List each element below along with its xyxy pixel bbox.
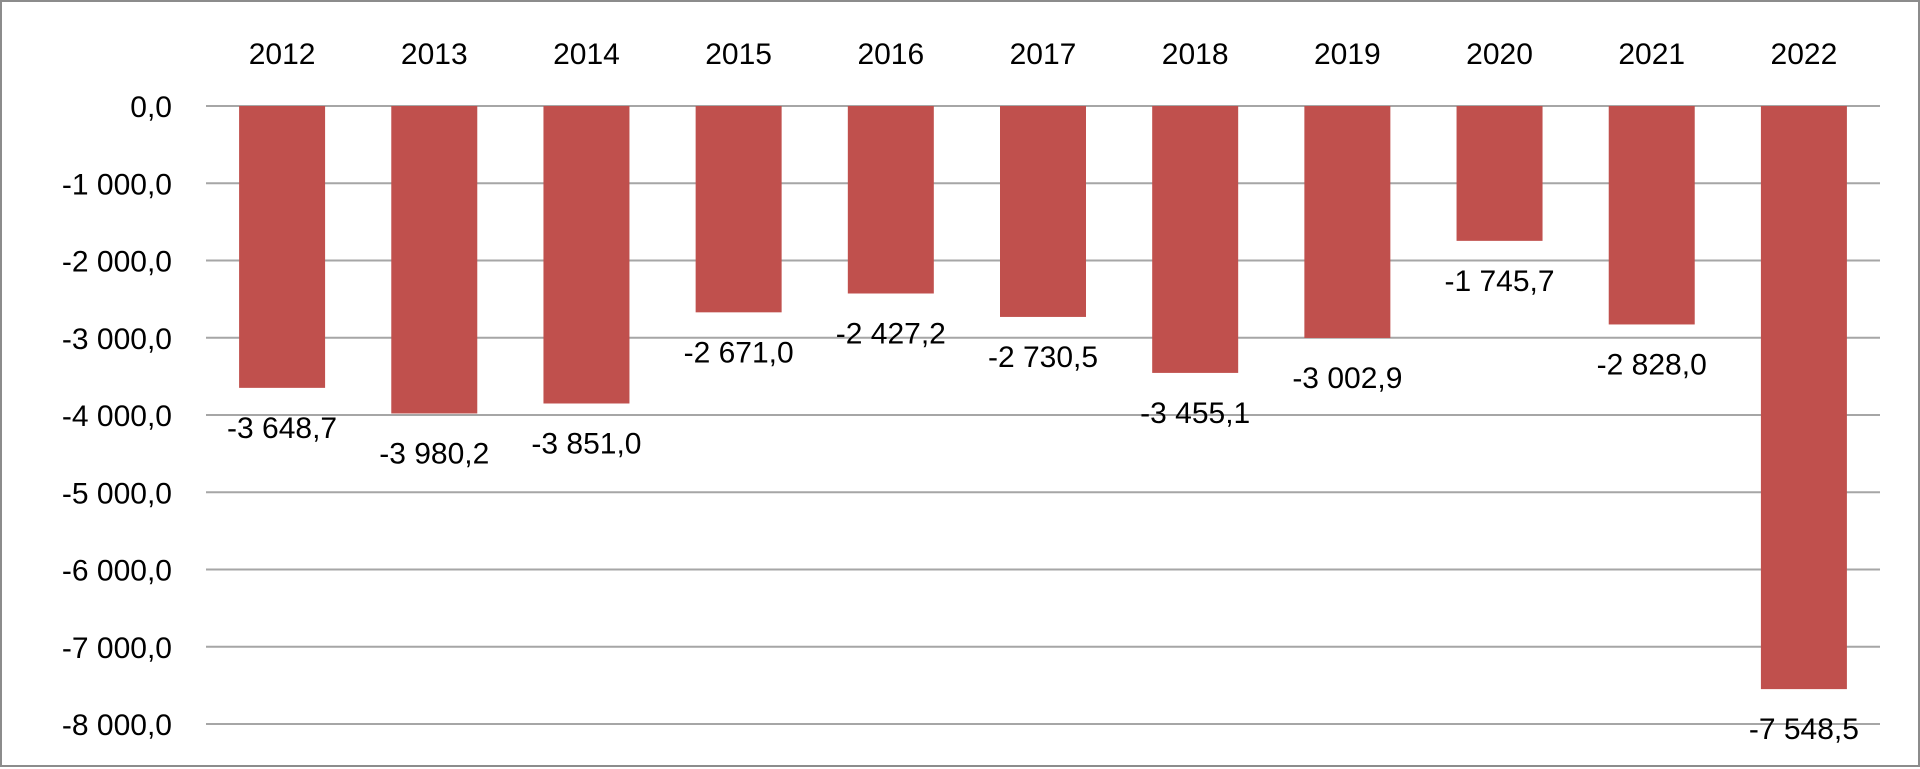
data-label-2018: -3 455,1 <box>1140 397 1250 430</box>
bars <box>239 106 1847 690</box>
bar-2022 <box>1760 106 1847 690</box>
bar-2019 <box>1304 106 1391 338</box>
bar-2020 <box>1456 106 1543 241</box>
y-tick-label: -3 000,0 <box>62 323 172 356</box>
data-label-2022: -7 548,5 <box>1749 713 1859 746</box>
category-label-2019: 2019 <box>1314 38 1381 71</box>
y-tick-label: 0,0 <box>130 91 172 124</box>
category-label-2013: 2013 <box>401 38 468 71</box>
data-label-2020: -1 745,7 <box>1444 265 1554 298</box>
data-label-2013: -3 980,2 <box>379 437 489 470</box>
y-tick-label: -5 000,0 <box>62 477 172 510</box>
data-label-2017: -2 730,5 <box>988 341 1098 374</box>
y-tick-label: -6 000,0 <box>62 555 172 588</box>
data-label-2014: -3 851,0 <box>531 427 641 460</box>
category-label-2012: 2012 <box>249 38 316 71</box>
y-tick-label: -2 000,0 <box>62 246 172 279</box>
bar-2017 <box>1000 106 1086 317</box>
y-tick-label: -8 000,0 <box>62 709 172 742</box>
bar-2016 <box>847 106 934 294</box>
category-label-2015: 2015 <box>705 38 772 71</box>
gridlines <box>206 105 1880 725</box>
data-label-2016: -2 427,2 <box>836 318 946 351</box>
bar-2015 <box>695 106 782 313</box>
data-label-2021: -2 828,0 <box>1597 348 1707 381</box>
category-label-2018: 2018 <box>1162 38 1229 71</box>
category-label-2021: 2021 <box>1618 38 1685 71</box>
bar-2014 <box>543 106 630 404</box>
category-label-2020: 2020 <box>1466 38 1533 71</box>
category-label-2022: 2022 <box>1771 38 1838 71</box>
bar-2013 <box>391 106 478 414</box>
bar-2012 <box>239 106 326 388</box>
y-tick-label: -4 000,0 <box>62 400 172 433</box>
data-label-2012: -3 648,7 <box>227 412 337 445</box>
bar-2018 <box>1152 106 1239 373</box>
category-label-2014: 2014 <box>553 38 620 71</box>
category-label-2016: 2016 <box>857 38 924 71</box>
y-axis-tick-labels: 0,0 -1 000,0 -2 000,0 -3 000,0 -4 000,0 -5 00… <box>62 91 172 742</box>
data-label-2019: -3 002,9 <box>1292 362 1402 395</box>
data-label-2015: -2 671,0 <box>684 336 794 369</box>
data-labels: -3 648,7 -3 980,2 -3 851,0 -2 671,0 -2 427,2… <box>227 265 1859 746</box>
bar-2021 <box>1608 106 1695 325</box>
y-tick-label: -1 000,0 <box>62 168 172 201</box>
category-labels: 2012 2013 2014 2015 2016 2017 2018 2019 2020 2021… <box>249 38 1838 71</box>
y-tick-label: -7 000,0 <box>62 632 172 665</box>
category-label-2017: 2017 <box>1010 38 1077 71</box>
